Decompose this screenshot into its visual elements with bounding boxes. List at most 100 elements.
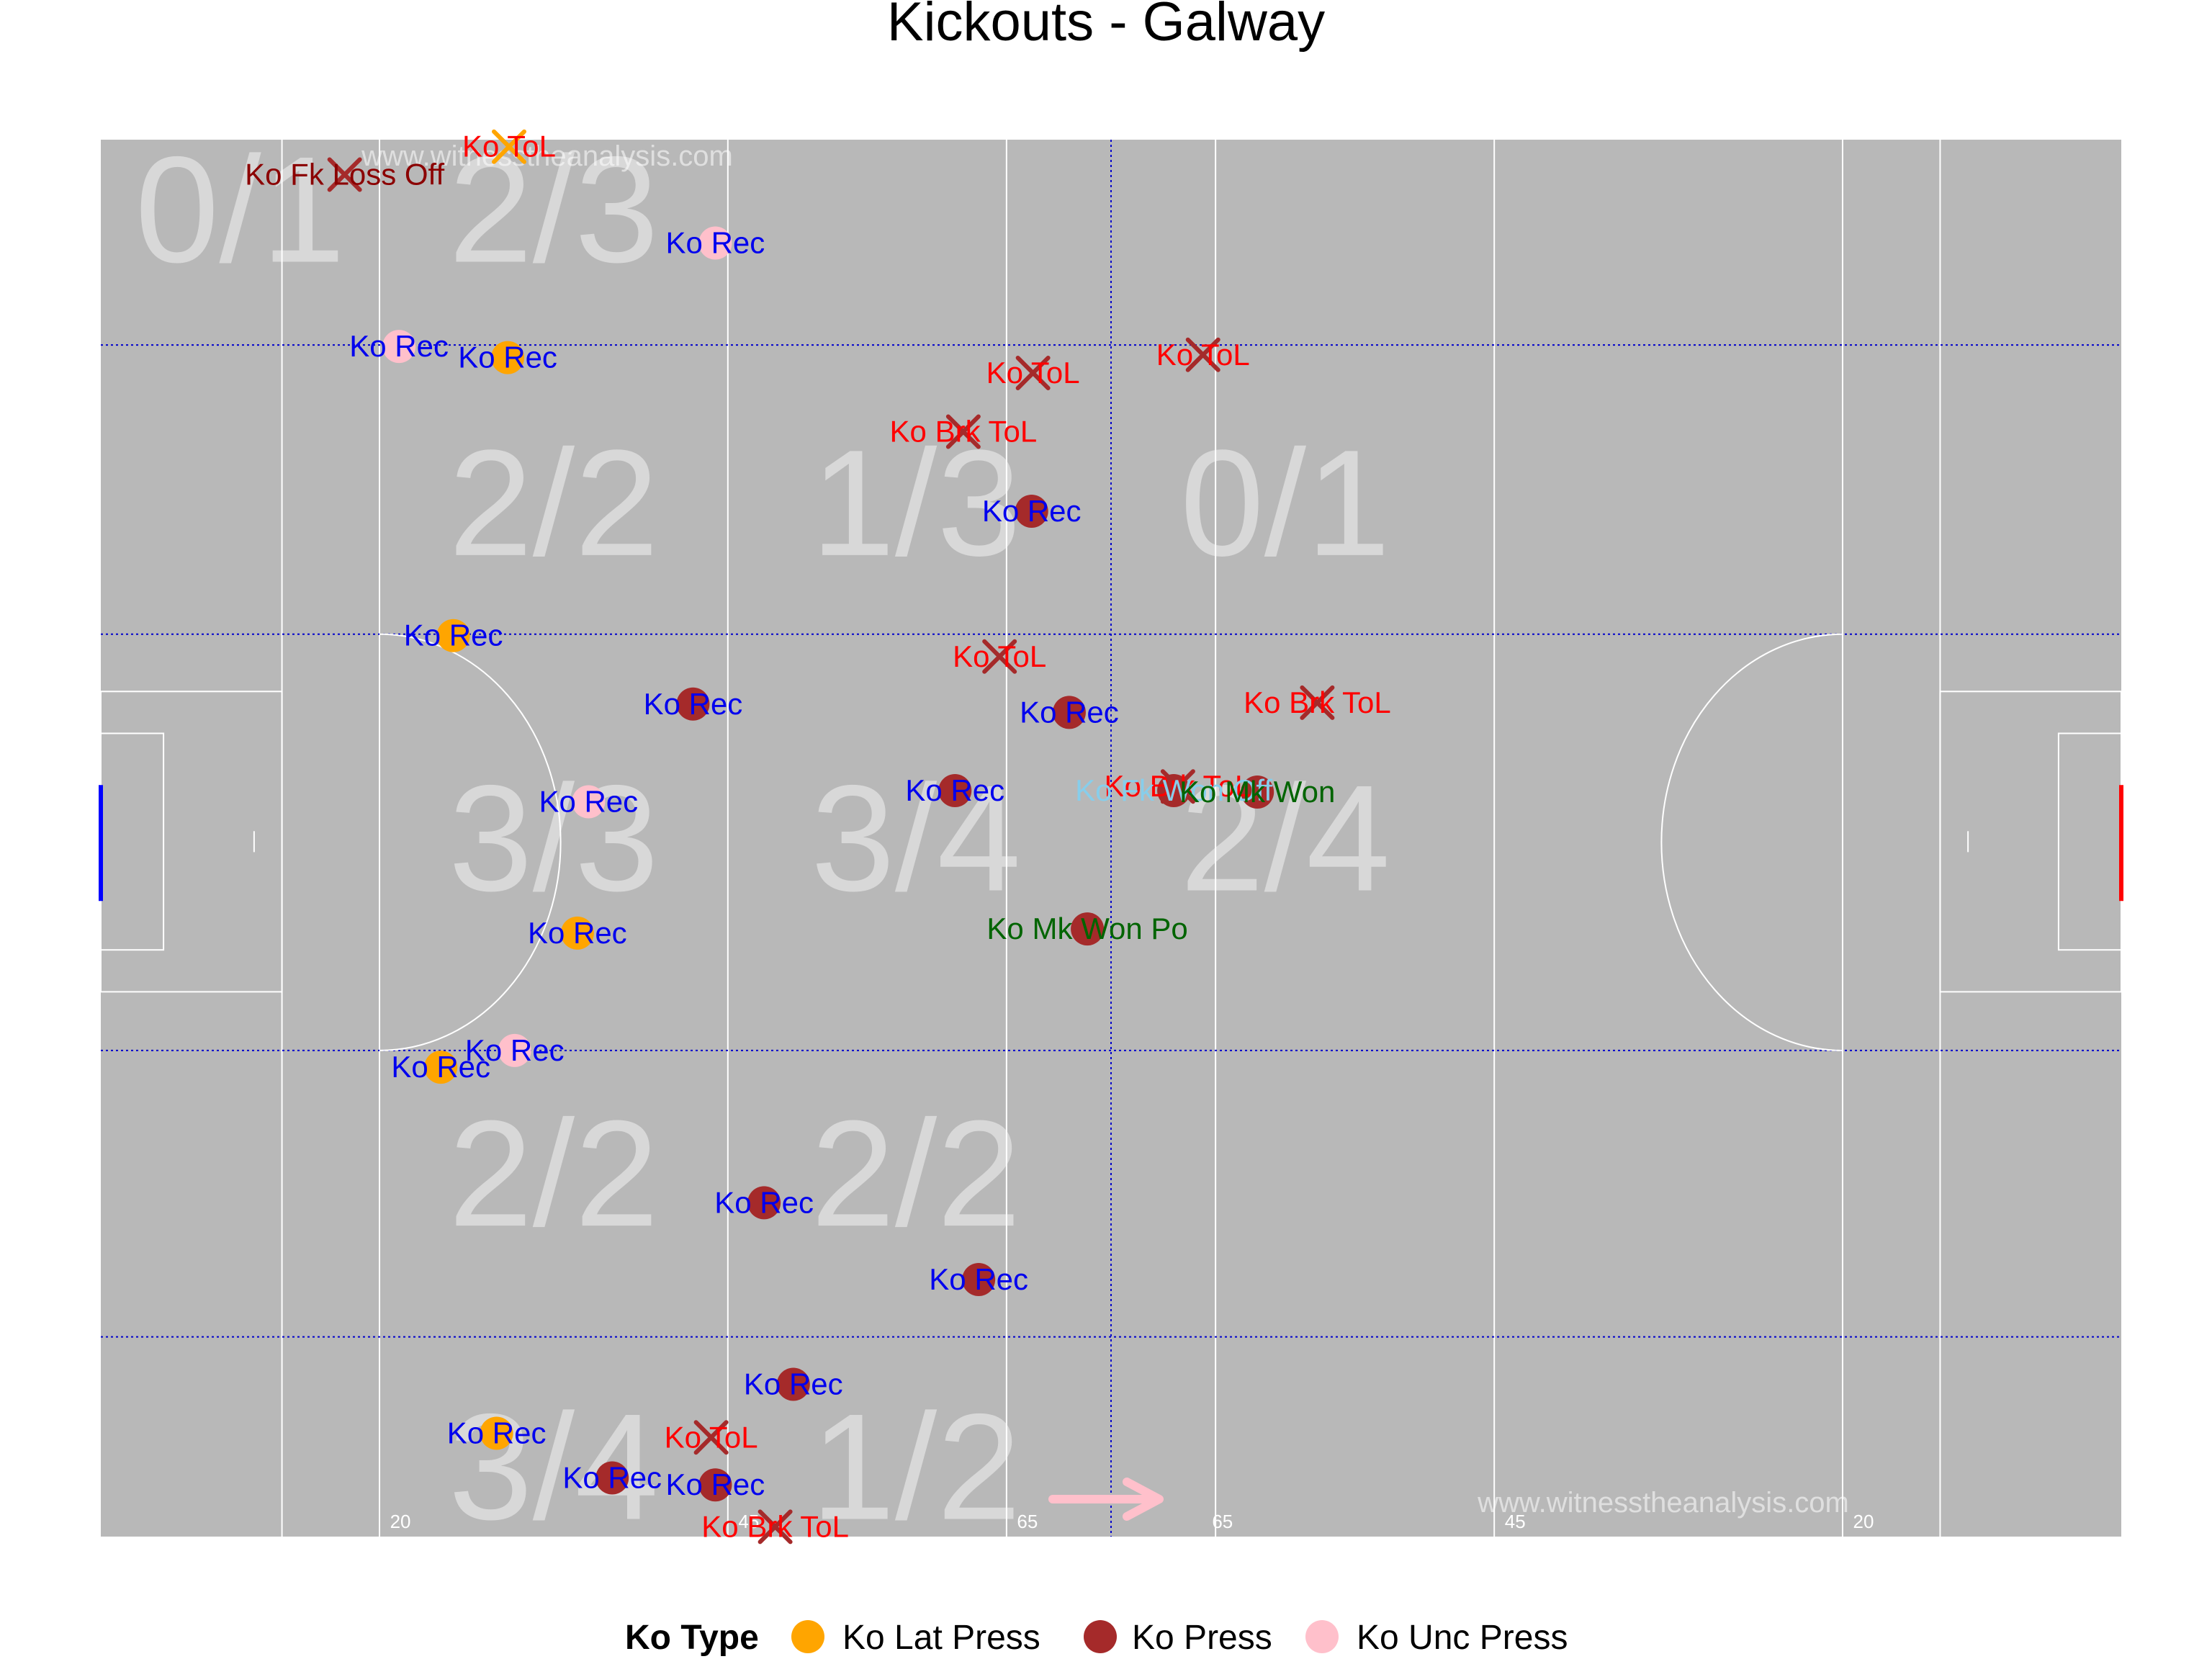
point-dot-press [962, 1263, 996, 1297]
point-dot-lat-press [560, 916, 594, 950]
legend-key-press [1084, 1620, 1117, 1653]
pitch [99, 140, 2123, 1537]
zone-ratio-label: 2/3 [449, 125, 659, 295]
point-dot-lat-press [480, 1416, 513, 1450]
zone-ratio-label: 1/3 [811, 418, 1021, 588]
distance-label: 65 [1212, 1511, 1233, 1532]
point-label: Ko Rec [714, 1185, 814, 1219]
point-label: Ko Rec [447, 1416, 547, 1449]
direction-arrow-head [1123, 1478, 1164, 1521]
zone-ratio-label: 2/2 [449, 418, 659, 588]
watermark-bottom: www.witnesstheanalysis.com [1477, 1487, 1849, 1519]
point-cross-press [693, 1420, 729, 1455]
point-label: Ko Rec [539, 785, 638, 819]
point-label: Ko Rec [666, 226, 765, 260]
distance-label: 45 [1505, 1511, 1526, 1532]
zone-ratio-label: 2/4 [1180, 754, 1390, 923]
zone-ratio-label: 0/1 [135, 125, 346, 295]
point-cross-lat-press [492, 129, 527, 164]
point-label: Ko Rec [404, 619, 503, 652]
point-label: Ko Rec [666, 1467, 765, 1501]
point-label: Ko Rec [905, 773, 1004, 807]
point-label: Ko Rec [391, 1050, 490, 1084]
point-cross-press [945, 414, 981, 449]
point-dot-press [1015, 495, 1048, 529]
point-label: Ko Rec [562, 1461, 662, 1495]
kickout-points [327, 129, 1335, 1545]
legend-title: Ko Type [625, 1619, 759, 1657]
point-label: Ko Fk Loss Off [245, 158, 444, 192]
point-label: Ko Rec [644, 687, 743, 721]
distance-labels: 20 45 65 65 45 20 [390, 1511, 1874, 1532]
point-cross-press [757, 1509, 793, 1545]
zone-ratio-label: 3/3 [449, 754, 659, 923]
point-label: Ko Rec [744, 1367, 843, 1401]
distance-label: 20 [1853, 1511, 1874, 1532]
zone-ratio-label: 2/2 [449, 1089, 659, 1258]
point-label: Ko Brk ToL [701, 1509, 849, 1543]
chart-title: Kickouts - Galway [887, 0, 1325, 53]
point-label: Ko Rec [349, 329, 449, 363]
arc-left [379, 633, 562, 1051]
distance-label: 20 [390, 1511, 411, 1532]
point-cross-press [327, 157, 362, 192]
point-label: Ko Brk ToL [1244, 685, 1391, 719]
point-label: Ko ToL [665, 1420, 758, 1454]
point-cross-press [982, 639, 1017, 674]
point-label: Ko Rec [1020, 695, 1119, 729]
legend-key-lat-press [791, 1620, 824, 1653]
zone-ratio-label: 2/2 [811, 1089, 1021, 1258]
point-dot-press [595, 1461, 629, 1495]
point-label: Ko Brk ToL [1105, 769, 1252, 803]
point-label: Ko Rec [929, 1262, 1028, 1296]
point-label: Ko Rec [465, 1033, 565, 1067]
point-dot-press [938, 774, 972, 808]
zone-labels: 0/1 2/32/2 1/3 0/13/3 3/4 2/42/2 2/23/4 1/2 [135, 125, 1390, 1552]
point-label: Ko ToL [986, 356, 1080, 390]
point-label: Ko Mk Won Po [986, 912, 1187, 945]
point-dot-press [747, 1186, 781, 1220]
point-dot-press [1071, 912, 1105, 946]
point-label: Ko Brk ToL [890, 414, 1038, 448]
direction-arrow [1048, 1478, 1164, 1521]
point-dot-lat-press [424, 1051, 458, 1084]
point-dot-lat-press [436, 619, 470, 652]
arc-right [1660, 633, 1843, 1051]
zone-ratio-label: 3/4 [811, 754, 1021, 923]
point-label: Ko ToL [462, 130, 556, 163]
point-label: Ko ToL [953, 639, 1046, 673]
legend-label-lat-press: Ko Lat Press [842, 1619, 1040, 1657]
point-dot-press [698, 1468, 732, 1502]
point-label: Ko Rec [458, 341, 557, 374]
zone-ratio-label: 0/1 [1180, 418, 1390, 588]
point-dot-press [776, 1367, 810, 1401]
point-cross-press [1185, 337, 1220, 372]
watermark-top: www.witnesstheanalysis.com [361, 140, 733, 172]
point-dot-lat-press [491, 341, 525, 374]
point-dot-press [676, 687, 710, 721]
point-cross-press [1300, 685, 1335, 720]
legend-label-press: Ko Press [1132, 1619, 1272, 1657]
point-dot-unc-press [382, 330, 416, 364]
legend: Ko Type Ko Lat Press Ko Press Ko Unc Press [625, 1619, 1568, 1657]
point-label: Ko ToL [1156, 338, 1250, 372]
point-label: Ko Fk Won Off [1075, 773, 1272, 807]
distance-label: 65 [1017, 1511, 1038, 1532]
distance-label: 45 [738, 1511, 759, 1532]
point-dot-press [1157, 774, 1191, 808]
zone-ratio-label: 1/2 [811, 1382, 1021, 1552]
point-label: Ko Rec [528, 916, 627, 950]
point-dot-press [1241, 775, 1274, 809]
point-dot-unc-press [498, 1033, 531, 1067]
point-dot-press [1052, 696, 1086, 729]
point-cross-press [1015, 355, 1051, 390]
legend-key-unc-press [1305, 1620, 1339, 1653]
point-dot-unc-press [572, 785, 606, 819]
point-dot-unc-press [698, 226, 732, 260]
point-label: Ko Mk Won [1179, 775, 1335, 809]
point-label: Ko Rec [982, 494, 1082, 528]
watermarks: www.witnesstheanalysis.com www.witnessth… [361, 140, 1849, 1519]
legend-label-unc-press: Ko Unc Press [1357, 1619, 1568, 1657]
